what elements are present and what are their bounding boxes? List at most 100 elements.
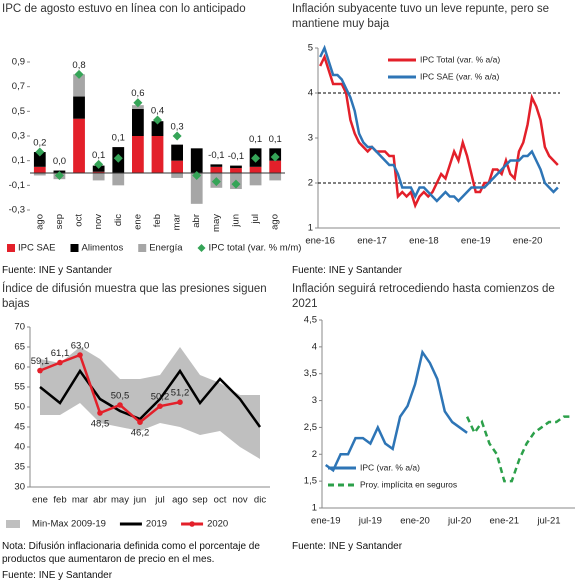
y-tick-label: 1 <box>308 223 313 234</box>
point <box>153 115 162 125</box>
data-label: 0,8 <box>72 60 85 71</box>
bar <box>249 166 262 173</box>
bar <box>171 173 183 178</box>
bar <box>92 171 105 173</box>
y-tick-label: 40 <box>14 442 25 453</box>
point <box>157 403 163 410</box>
legend-swatch <box>189 521 195 527</box>
x-tick-label: ago <box>172 495 188 506</box>
x-tick-label: abr <box>191 214 202 228</box>
x-tick-label: ene-18 <box>409 236 439 247</box>
data-label: 48,5 <box>91 419 110 430</box>
y-tick-label: 3 <box>308 133 313 144</box>
x-tick-label: jul <box>250 214 261 225</box>
data-label: 0,1 <box>269 134 282 145</box>
point <box>57 359 63 366</box>
band <box>40 347 260 459</box>
x-tick-label: ene-16 <box>305 236 335 247</box>
bar <box>230 168 242 173</box>
y-tick-label: 3 <box>312 395 317 406</box>
x-tick-label: ene <box>132 214 143 230</box>
x-tick-label: ene-19 <box>461 236 491 247</box>
legend-swatch <box>6 520 20 528</box>
y-tick-label: -0,3 <box>9 205 25 216</box>
y-tick-label: 4,5 <box>304 315 317 326</box>
bar <box>230 165 242 169</box>
y-tick-label: 65 <box>14 342 25 353</box>
x-tick-label: may <box>211 214 222 232</box>
legend-label: IPC (var. % a/a) <box>360 462 420 472</box>
point <box>172 131 182 141</box>
x-tick-label: ago <box>270 214 281 230</box>
bar <box>190 173 203 204</box>
bar <box>112 173 125 186</box>
legend-label: 2020 <box>207 519 228 530</box>
chart-title: Inflación subyacente tuvo un leve repunt… <box>292 3 550 30</box>
y-tick-label: 2 <box>308 178 313 189</box>
y-tick-label: 4 <box>312 341 317 352</box>
x-tick-label: nov <box>93 214 104 230</box>
x-tick-label: dic <box>254 495 266 506</box>
point <box>270 152 280 162</box>
x-tick-label: jul <box>154 495 165 506</box>
y-tick-label: 45 <box>14 422 25 433</box>
x-tick-label: sep <box>192 495 207 506</box>
line <box>324 349 468 473</box>
bar <box>33 152 46 167</box>
x-tick-label: mar <box>172 214 183 230</box>
x-tick-label: ene <box>32 495 48 506</box>
y-tick-label: 55 <box>14 382 25 393</box>
y-tick-label: 30 <box>14 482 25 493</box>
data-label: 50,2 <box>151 392 170 403</box>
y-tick-label: 0,5 <box>12 106 25 117</box>
point <box>113 153 123 163</box>
line <box>319 53 559 209</box>
point <box>211 177 221 187</box>
x-tick-label: ene-21 <box>490 516 520 527</box>
bar <box>33 166 46 173</box>
legend-label: IPC total (var. % m/m) <box>209 243 302 254</box>
bar <box>132 108 144 136</box>
point <box>251 153 261 163</box>
data-label: 51,2 <box>171 388 190 399</box>
source: Fuente: INE y Santander <box>292 265 403 276</box>
source: Fuente: INE y Santander <box>292 541 403 552</box>
x-tick-label: ago <box>34 214 45 230</box>
bar <box>92 173 105 181</box>
data-label: 59,1 <box>31 356 50 367</box>
legend-label: IPC SAE (var. % a/a) <box>420 71 500 81</box>
point <box>137 419 143 426</box>
x-tick-label: oct <box>74 214 85 227</box>
point <box>37 367 43 374</box>
data-label: 0,0 <box>53 156 66 167</box>
x-tick-label: ene-20 <box>513 236 543 247</box>
data-label: 0,1 <box>249 134 262 145</box>
data-label: 63,0 <box>71 341 90 352</box>
data-label: -0,1 <box>208 150 224 161</box>
bar <box>249 173 262 186</box>
bar <box>73 118 85 173</box>
data-label: 50,5 <box>111 391 130 402</box>
y-tick-label: -0,1 <box>9 180 25 191</box>
x-tick-label: nov <box>232 495 248 506</box>
y-tick-label: 60 <box>14 362 25 373</box>
y-tick-label: 2,5 <box>304 422 317 433</box>
y-tick-label: 1 <box>312 503 317 514</box>
point <box>117 402 123 408</box>
point <box>192 170 202 180</box>
bar <box>171 160 183 173</box>
point <box>133 98 143 108</box>
x-tick-label: mar <box>72 495 88 506</box>
bar <box>210 166 223 173</box>
data-label: 0,1 <box>92 150 105 161</box>
point <box>231 179 241 189</box>
point <box>74 69 84 79</box>
bar <box>269 173 282 181</box>
x-tick-label: ene-19 <box>311 516 341 527</box>
y-tick-label: 4 <box>308 88 313 99</box>
legend-label: IPC SAE <box>18 243 56 254</box>
chart-title: Inflación seguirá retrocediendo hasta co… <box>292 283 555 310</box>
bar <box>73 96 85 119</box>
data-label: 0,2 <box>33 138 46 149</box>
source: Fuente: INE y Santander <box>2 570 113 581</box>
